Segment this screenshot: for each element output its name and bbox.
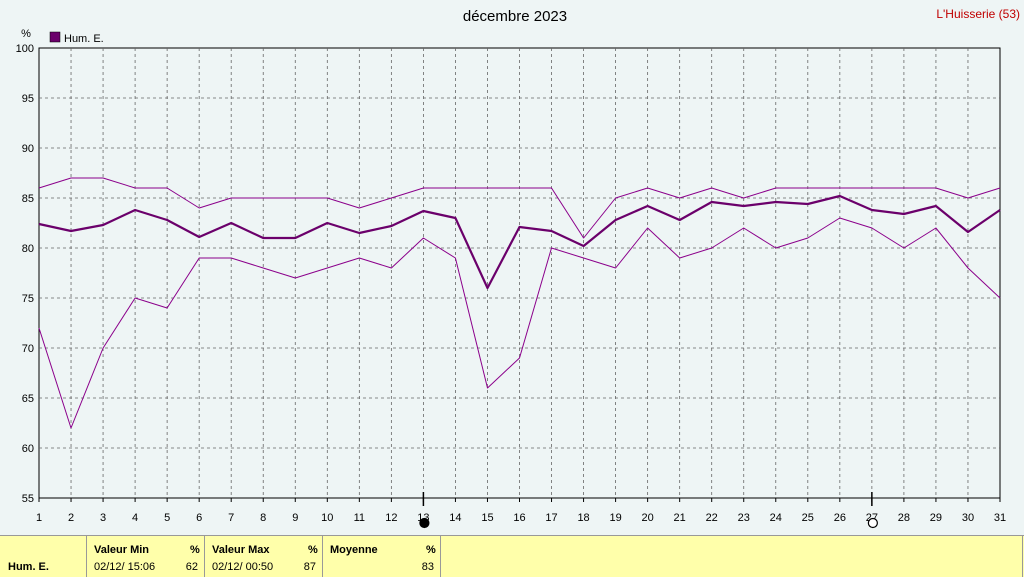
stats-min-value: 62 [185, 561, 198, 573]
stats-avg-value: 83 [421, 561, 434, 573]
stats-avg-unit: % [426, 544, 436, 556]
x-tick-label: 11 [354, 512, 365, 524]
x-tick-label: 24 [770, 512, 782, 524]
stats-min-cell: Valeur Min % 02/12/ 15:06 62 [86, 536, 205, 577]
x-tick-label: 21 [674, 512, 686, 524]
x-tick-label: 19 [609, 512, 621, 524]
new-moon-icon [419, 517, 430, 529]
y-axis-unit: % [21, 28, 31, 40]
stats-row-label: Hum. E. [8, 561, 49, 573]
y-tick-label: 75 [22, 293, 34, 305]
stats-empty-cell [440, 536, 1023, 577]
y-tick-label: 80 [22, 243, 34, 255]
x-tick-label: 10 [321, 512, 333, 524]
x-tick-label: 7 [228, 512, 234, 524]
x-tick-label: 30 [962, 512, 974, 524]
x-tick-label: 16 [513, 512, 525, 524]
y-tick-label: 70 [22, 343, 34, 355]
series-line-mean [38, 194, 1001, 290]
grid [39, 48, 1000, 498]
x-tick-label: 18 [577, 512, 589, 524]
stats-max-unit: % [308, 544, 318, 556]
chart-title: décembre 2023 [463, 8, 567, 25]
x-tick-label: 5 [164, 512, 170, 524]
y-tick-label: 60 [22, 443, 34, 455]
x-tick-label: 26 [834, 512, 846, 524]
stats-avg-cell: Moyenne % 83 [322, 536, 441, 577]
axes: 5560657075808590951001234567891011121314… [16, 43, 1006, 529]
x-tick-label: 31 [994, 512, 1006, 524]
series-line-min [38, 217, 1001, 429]
stats-min-when: 02/12/ 15:06 [94, 561, 156, 573]
stats-max-cell: Valeur Max % 02/12/ 00:50 87 [204, 536, 323, 577]
stats-min-header: Valeur Min [94, 544, 150, 556]
y-tick-label: 100 [16, 43, 34, 55]
stats-max-when: 02/12/ 00:50 [212, 561, 274, 573]
stats-min-unit: % [190, 544, 200, 556]
x-tick-label: 29 [930, 512, 942, 524]
x-tick-label: 25 [802, 512, 814, 524]
legend-label: Hum. E. [64, 33, 104, 45]
x-tick-label: 23 [738, 512, 750, 524]
series-group [38, 177, 1001, 429]
y-tick-label: 65 [22, 393, 34, 405]
y-tick-label: 85 [22, 193, 34, 205]
x-tick-label: 6 [196, 512, 202, 524]
humidity-chart: décembre 2023 L'Huisserie (53) % Hum. E.… [16, 7, 1020, 529]
x-tick-label: 3 [100, 512, 106, 524]
stats-bar: Hum. E. Valeur Min % 02/12/ 15:06 62 Val… [0, 535, 1024, 577]
x-tick-label: 9 [292, 512, 298, 524]
x-tick-label: 22 [706, 512, 718, 524]
x-tick-label: 15 [481, 512, 493, 524]
stats-label-cell: Hum. E. [0, 536, 87, 577]
full-moon-icon [867, 517, 878, 529]
station-name: L'Huisserie (53) [936, 7, 1020, 21]
x-tick-label: 20 [642, 512, 654, 524]
stats-max-value: 87 [303, 561, 316, 573]
x-tick-label: 28 [898, 512, 910, 524]
y-tick-label: 55 [22, 493, 34, 505]
stats-avg-header: Moyenne [330, 544, 378, 556]
x-tick-label: 17 [545, 512, 557, 524]
series-line-max [38, 177, 1001, 239]
x-tick-label: 4 [132, 512, 138, 524]
y-tick-label: 90 [22, 143, 34, 155]
x-tick-label: 12 [385, 512, 397, 524]
stats-max-header: Valeur Max [212, 544, 270, 556]
legend-swatch [49, 31, 61, 43]
y-tick-label: 95 [22, 93, 34, 105]
x-tick-label: 2 [68, 512, 74, 524]
x-tick-label: 8 [260, 512, 266, 524]
x-tick-label: 14 [449, 512, 461, 524]
x-tick-label: 1 [36, 512, 42, 524]
